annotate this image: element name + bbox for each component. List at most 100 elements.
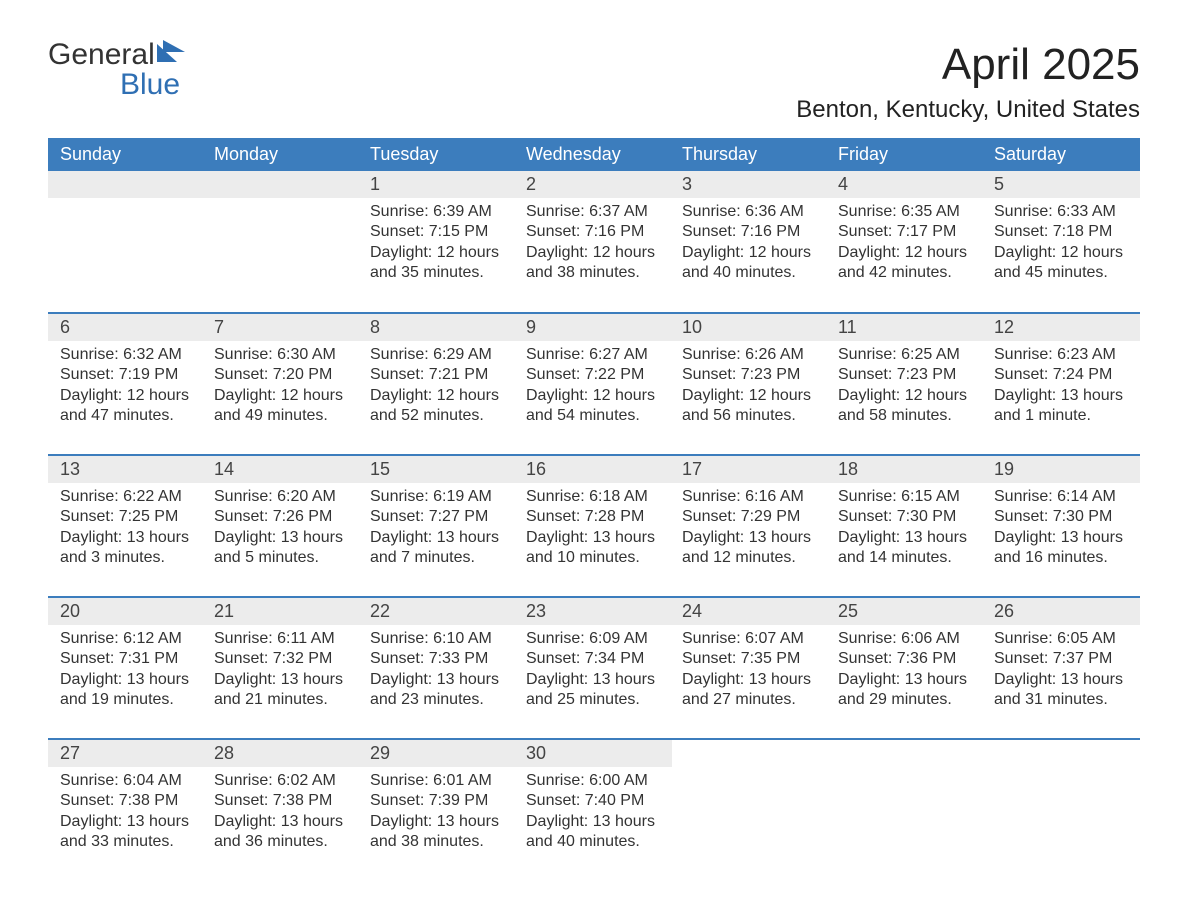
calendar-day-cell: 26Sunrise: 6:05 AMSunset: 7:37 PMDayligh… bbox=[984, 597, 1140, 739]
sunset-line: Sunset: 7:20 PM bbox=[214, 365, 350, 385]
calendar-week-row: 6Sunrise: 6:32 AMSunset: 7:19 PMDaylight… bbox=[48, 313, 1140, 455]
day-header: Tuesday bbox=[360, 138, 516, 171]
day-details bbox=[204, 198, 360, 212]
daylight-line: Daylight: 13 hours and 29 minutes. bbox=[838, 670, 974, 711]
day-details: Sunrise: 6:19 AMSunset: 7:27 PMDaylight:… bbox=[360, 483, 516, 579]
calendar-day-cell: 22Sunrise: 6:10 AMSunset: 7:33 PMDayligh… bbox=[360, 597, 516, 739]
daylight-line: Daylight: 12 hours and 40 minutes. bbox=[682, 243, 818, 284]
day-number: 6 bbox=[48, 314, 204, 341]
day-number: 22 bbox=[360, 598, 516, 625]
calendar-day-cell: 8Sunrise: 6:29 AMSunset: 7:21 PMDaylight… bbox=[360, 313, 516, 455]
sunset-line: Sunset: 7:35 PM bbox=[682, 649, 818, 669]
calendar-table: SundayMondayTuesdayWednesdayThursdayFrid… bbox=[48, 138, 1140, 881]
day-details: Sunrise: 6:33 AMSunset: 7:18 PMDaylight:… bbox=[984, 198, 1140, 294]
day-details bbox=[828, 767, 984, 781]
daylight-line: Daylight: 13 hours and 1 minute. bbox=[994, 386, 1130, 427]
day-details: Sunrise: 6:15 AMSunset: 7:30 PMDaylight:… bbox=[828, 483, 984, 579]
sunset-line: Sunset: 7:30 PM bbox=[838, 507, 974, 527]
location-subtitle: Benton, Kentucky, United States bbox=[796, 96, 1140, 124]
sunrise-line: Sunrise: 6:29 AM bbox=[370, 345, 506, 365]
sunrise-line: Sunrise: 6:07 AM bbox=[682, 629, 818, 649]
calendar-week-row: 20Sunrise: 6:12 AMSunset: 7:31 PMDayligh… bbox=[48, 597, 1140, 739]
daylight-line: Daylight: 13 hours and 36 minutes. bbox=[214, 812, 350, 853]
daylight-line: Daylight: 13 hours and 5 minutes. bbox=[214, 528, 350, 569]
sunset-line: Sunset: 7:31 PM bbox=[60, 649, 194, 669]
sunrise-line: Sunrise: 6:11 AM bbox=[214, 629, 350, 649]
page-header: General Blue April 2025 Benton, Kentucky… bbox=[48, 40, 1140, 138]
sunrise-line: Sunrise: 6:39 AM bbox=[370, 202, 506, 222]
calendar-day-cell: 27Sunrise: 6:04 AMSunset: 7:38 PMDayligh… bbox=[48, 739, 204, 881]
calendar-week-row: 1Sunrise: 6:39 AMSunset: 7:15 PMDaylight… bbox=[48, 171, 1140, 313]
month-title: April 2025 bbox=[796, 40, 1140, 90]
calendar-day-cell bbox=[204, 171, 360, 313]
day-number: 12 bbox=[984, 314, 1140, 341]
sunset-line: Sunset: 7:32 PM bbox=[214, 649, 350, 669]
day-details: Sunrise: 6:25 AMSunset: 7:23 PMDaylight:… bbox=[828, 341, 984, 437]
day-number: 23 bbox=[516, 598, 672, 625]
daylight-line: Daylight: 13 hours and 27 minutes. bbox=[682, 670, 818, 711]
sunset-line: Sunset: 7:17 PM bbox=[838, 222, 974, 242]
daylight-line: Daylight: 12 hours and 52 minutes. bbox=[370, 386, 506, 427]
sunrise-line: Sunrise: 6:23 AM bbox=[994, 345, 1130, 365]
calendar-day-cell: 11Sunrise: 6:25 AMSunset: 7:23 PMDayligh… bbox=[828, 313, 984, 455]
sunrise-line: Sunrise: 6:04 AM bbox=[60, 771, 194, 791]
calendar-day-cell: 4Sunrise: 6:35 AMSunset: 7:17 PMDaylight… bbox=[828, 171, 984, 313]
sunrise-line: Sunrise: 6:36 AM bbox=[682, 202, 818, 222]
day-details: Sunrise: 6:36 AMSunset: 7:16 PMDaylight:… bbox=[672, 198, 828, 294]
sunset-line: Sunset: 7:37 PM bbox=[994, 649, 1130, 669]
day-number: 14 bbox=[204, 456, 360, 483]
day-number: 26 bbox=[984, 598, 1140, 625]
day-header: Wednesday bbox=[516, 138, 672, 171]
calendar-day-cell: 19Sunrise: 6:14 AMSunset: 7:30 PMDayligh… bbox=[984, 455, 1140, 597]
sail-icon bbox=[157, 40, 185, 62]
daylight-line: Daylight: 12 hours and 54 minutes. bbox=[526, 386, 662, 427]
day-number bbox=[48, 171, 204, 198]
calendar-day-cell: 18Sunrise: 6:15 AMSunset: 7:30 PMDayligh… bbox=[828, 455, 984, 597]
day-number: 7 bbox=[204, 314, 360, 341]
sunset-line: Sunset: 7:23 PM bbox=[838, 365, 974, 385]
sunset-line: Sunset: 7:18 PM bbox=[994, 222, 1130, 242]
day-header: Monday bbox=[204, 138, 360, 171]
daylight-line: Daylight: 12 hours and 38 minutes. bbox=[526, 243, 662, 284]
sunset-line: Sunset: 7:21 PM bbox=[370, 365, 506, 385]
daylight-line: Daylight: 13 hours and 40 minutes. bbox=[526, 812, 662, 853]
day-details: Sunrise: 6:11 AMSunset: 7:32 PMDaylight:… bbox=[204, 625, 360, 721]
sunrise-line: Sunrise: 6:05 AM bbox=[994, 629, 1130, 649]
calendar-day-cell: 12Sunrise: 6:23 AMSunset: 7:24 PMDayligh… bbox=[984, 313, 1140, 455]
day-number: 15 bbox=[360, 456, 516, 483]
calendar-day-cell: 3Sunrise: 6:36 AMSunset: 7:16 PMDaylight… bbox=[672, 171, 828, 313]
daylight-line: Daylight: 13 hours and 38 minutes. bbox=[370, 812, 506, 853]
sunrise-line: Sunrise: 6:18 AM bbox=[526, 487, 662, 507]
day-details: Sunrise: 6:09 AMSunset: 7:34 PMDaylight:… bbox=[516, 625, 672, 721]
day-number: 4 bbox=[828, 171, 984, 198]
daylight-line: Daylight: 13 hours and 19 minutes. bbox=[60, 670, 194, 711]
sunrise-line: Sunrise: 6:26 AM bbox=[682, 345, 818, 365]
calendar-day-cell: 15Sunrise: 6:19 AMSunset: 7:27 PMDayligh… bbox=[360, 455, 516, 597]
calendar-day-cell: 9Sunrise: 6:27 AMSunset: 7:22 PMDaylight… bbox=[516, 313, 672, 455]
sunset-line: Sunset: 7:16 PM bbox=[682, 222, 818, 242]
calendar-day-cell: 23Sunrise: 6:09 AMSunset: 7:34 PMDayligh… bbox=[516, 597, 672, 739]
day-details: Sunrise: 6:30 AMSunset: 7:20 PMDaylight:… bbox=[204, 341, 360, 437]
sunrise-line: Sunrise: 6:16 AM bbox=[682, 487, 818, 507]
day-details bbox=[48, 198, 204, 212]
calendar-day-cell bbox=[828, 739, 984, 881]
calendar-week-row: 13Sunrise: 6:22 AMSunset: 7:25 PMDayligh… bbox=[48, 455, 1140, 597]
day-header: Sunday bbox=[48, 138, 204, 171]
daylight-line: Daylight: 13 hours and 21 minutes. bbox=[214, 670, 350, 711]
sunrise-line: Sunrise: 6:30 AM bbox=[214, 345, 350, 365]
sunrise-line: Sunrise: 6:15 AM bbox=[838, 487, 974, 507]
sunrise-line: Sunrise: 6:37 AM bbox=[526, 202, 662, 222]
day-header-row: SundayMondayTuesdayWednesdayThursdayFrid… bbox=[48, 138, 1140, 171]
calendar-day-cell: 28Sunrise: 6:02 AMSunset: 7:38 PMDayligh… bbox=[204, 739, 360, 881]
calendar-day-cell: 20Sunrise: 6:12 AMSunset: 7:31 PMDayligh… bbox=[48, 597, 204, 739]
day-number: 24 bbox=[672, 598, 828, 625]
daylight-line: Daylight: 13 hours and 16 minutes. bbox=[994, 528, 1130, 569]
day-number: 9 bbox=[516, 314, 672, 341]
day-details: Sunrise: 6:16 AMSunset: 7:29 PMDaylight:… bbox=[672, 483, 828, 579]
day-details: Sunrise: 6:23 AMSunset: 7:24 PMDaylight:… bbox=[984, 341, 1140, 437]
day-details: Sunrise: 6:39 AMSunset: 7:15 PMDaylight:… bbox=[360, 198, 516, 294]
sunrise-line: Sunrise: 6:10 AM bbox=[370, 629, 506, 649]
sunset-line: Sunset: 7:28 PM bbox=[526, 507, 662, 527]
calendar-day-cell: 17Sunrise: 6:16 AMSunset: 7:29 PMDayligh… bbox=[672, 455, 828, 597]
day-number: 27 bbox=[48, 740, 204, 767]
